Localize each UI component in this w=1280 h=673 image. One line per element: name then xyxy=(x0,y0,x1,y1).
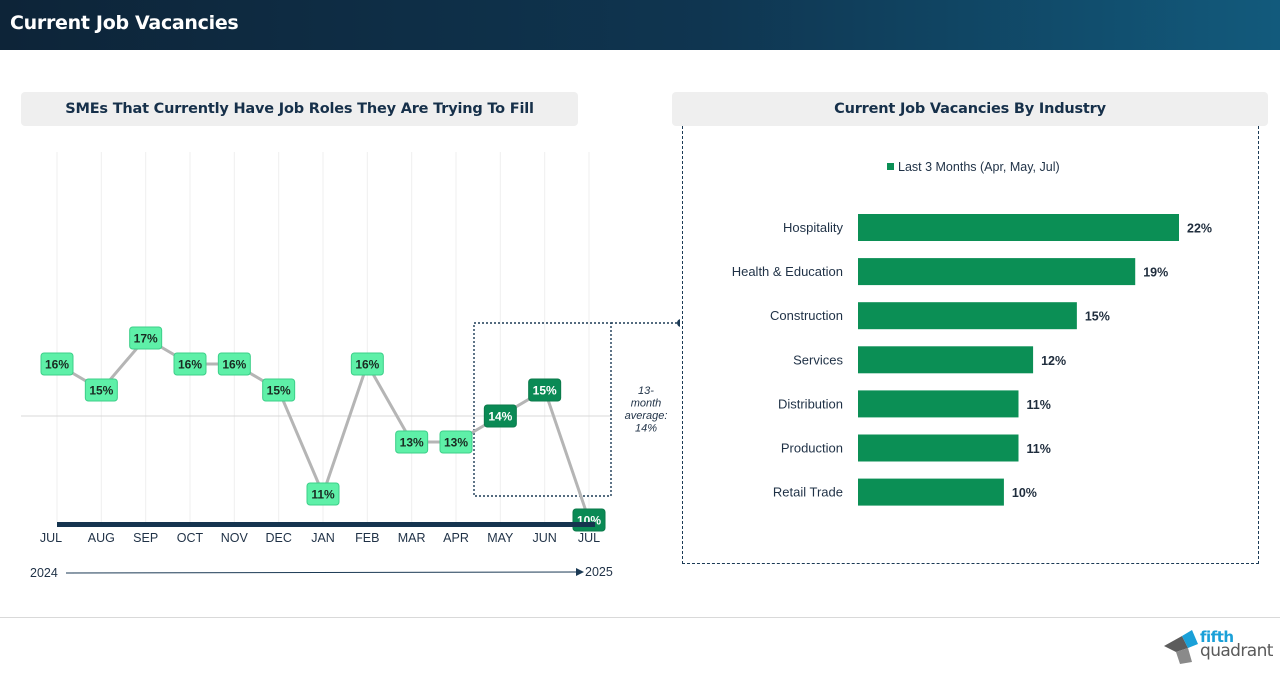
data-label-6: 11% xyxy=(311,488,335,502)
data-point-9 xyxy=(439,430,473,454)
data-label-11: 15% xyxy=(533,384,557,398)
category-label-1: Health & Education xyxy=(732,264,843,279)
x-tick-label-7: FEB xyxy=(355,531,379,545)
x-tick-label-4: NOV xyxy=(221,531,249,545)
fifth-quadrant-logo: fifth quadrant xyxy=(1162,628,1273,666)
data-point-4 xyxy=(217,352,251,376)
year-end-label: 2025 xyxy=(585,565,613,579)
year-start-label: 2024 xyxy=(30,566,58,580)
x-axis-bar xyxy=(57,522,595,527)
average-note-line-2: average: xyxy=(625,410,668,422)
bar-5 xyxy=(858,434,1019,462)
year-arrow-line xyxy=(65,571,579,574)
right-panel-title: Current Job Vacancies By Industry xyxy=(672,92,1268,126)
category-label-5: Production xyxy=(781,441,843,456)
bar-value-label-0: 22% xyxy=(1187,222,1212,236)
data-point-11 xyxy=(528,378,562,402)
data-label-8: 13% xyxy=(400,436,424,450)
data-point-2 xyxy=(129,326,163,350)
data-point-10 xyxy=(483,404,517,428)
connector-dot xyxy=(677,319,680,327)
average-note-line-0: 13- xyxy=(638,385,654,397)
left-panel-title: SMEs That Currently Have Job Roles They … xyxy=(21,92,578,126)
data-point-1 xyxy=(84,378,118,402)
average-note-line-1: month xyxy=(631,398,662,410)
bar-value-label-4: 11% xyxy=(1027,398,1051,412)
x-tick-label-3: OCT xyxy=(177,531,204,545)
bar-value-label-1: 19% xyxy=(1143,266,1168,280)
year-arrow-head xyxy=(576,568,584,576)
x-tick-label-6: JAN xyxy=(311,531,335,545)
data-label-4: 16% xyxy=(222,358,246,372)
industry-chart-frame xyxy=(682,126,1259,564)
highlight-box xyxy=(473,322,612,497)
x-tick-label-11: JUN xyxy=(533,531,557,545)
category-label-3: Services xyxy=(793,352,843,367)
bar-value-label-2: 15% xyxy=(1085,310,1110,324)
logo-mark-icon xyxy=(1164,630,1198,664)
x-tick-label-5: DEC xyxy=(265,531,291,545)
bar-6 xyxy=(858,478,1004,506)
data-label-3: 16% xyxy=(178,358,202,372)
bar-2 xyxy=(858,302,1077,330)
footer-divider xyxy=(0,617,1280,618)
logo-line2: quadrant xyxy=(1200,641,1273,661)
data-point-3 xyxy=(173,352,207,376)
data-point-7 xyxy=(350,352,384,376)
bar-chart: Last 3 Months (Apr, May, Jul) Hospitality… xyxy=(732,160,1212,506)
logo-line1: fifth xyxy=(1200,628,1234,646)
category-label-2: Construction xyxy=(770,308,843,323)
data-point-6 xyxy=(306,482,340,506)
data-label-2: 17% xyxy=(134,332,158,346)
x-tick-label-1: AUG xyxy=(88,531,115,545)
category-label-6: Retail Trade xyxy=(773,485,843,500)
bar-1 xyxy=(858,258,1136,286)
data-label-10: 14% xyxy=(488,410,512,424)
x-tick-label-8: MAR xyxy=(398,531,426,545)
page-title: Current Job Vacancies xyxy=(10,12,239,34)
x-tick-label-2: SEP xyxy=(133,531,158,545)
bar-0 xyxy=(858,214,1179,241)
data-point-0 xyxy=(40,352,74,376)
bar-4 xyxy=(858,390,1019,418)
x-tick-label-10: MAY xyxy=(487,531,514,545)
x-tick-label-12: JUL xyxy=(578,531,600,545)
data-point-5 xyxy=(262,378,296,402)
data-label-9: 13% xyxy=(444,436,468,450)
data-label-0: 16% xyxy=(45,358,69,372)
legend-swatch xyxy=(887,163,894,170)
data-label-5: 15% xyxy=(267,384,291,398)
data-point-8 xyxy=(395,430,429,454)
data-label-1: 15% xyxy=(89,384,113,398)
x-tick-label-9: APR xyxy=(443,531,469,545)
x-tick-label-0: JUL xyxy=(40,531,62,545)
legend-label: Last 3 Months (Apr, May, Jul) xyxy=(898,160,1060,174)
data-label-7: 16% xyxy=(355,358,379,372)
category-label-0: Hospitality xyxy=(783,220,843,235)
average-note-line-3: 14% xyxy=(635,423,657,435)
bar-3 xyxy=(858,346,1034,374)
line-chart: 16%15%17%16% 16%15%11%16%13% 13%14%15%10%J… xyxy=(21,152,680,580)
bar-value-label-3: 12% xyxy=(1041,354,1066,368)
category-label-4: Distribution xyxy=(778,396,843,411)
page-header: Current Job Vacancies xyxy=(0,0,1280,50)
bar-value-label-6: 10% xyxy=(1012,486,1037,500)
bar-value-label-5: 11% xyxy=(1027,442,1051,456)
